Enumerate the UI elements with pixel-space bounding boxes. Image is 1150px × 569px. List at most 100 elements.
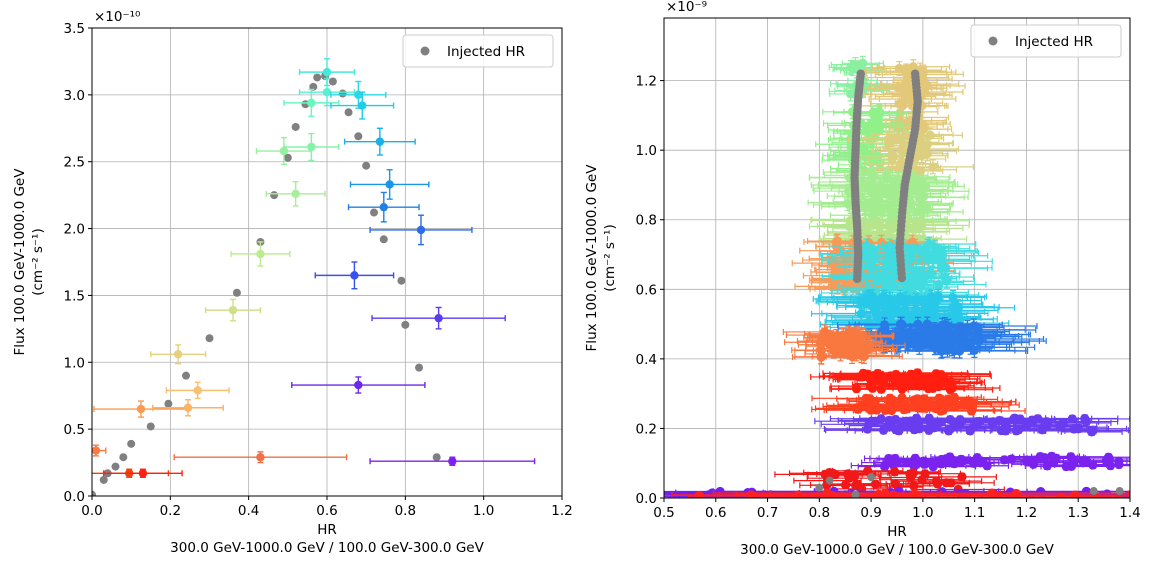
measured-point [152, 399, 224, 417]
injected-point [344, 108, 353, 117]
legend-label: Injected HR [447, 44, 525, 60]
data-point [917, 206, 927, 217]
measured-point [369, 214, 473, 246]
data-point [350, 271, 359, 280]
data-point [886, 187, 896, 197]
measured-point [867, 184, 915, 200]
y-tick-label: 1.5 [64, 288, 85, 304]
data-point [897, 101, 908, 111]
data-point [385, 180, 394, 189]
data-point [917, 144, 927, 154]
measured-point [886, 292, 983, 309]
injected-point [432, 453, 441, 462]
x-tick-label: 1.0 [473, 503, 494, 519]
data-point [941, 263, 951, 273]
measured-point [855, 304, 927, 320]
measured-point [298, 78, 356, 107]
measured-point [371, 306, 506, 330]
y-tick-label: 0.5 [64, 422, 85, 438]
y-tick-label: 2.0 [64, 222, 85, 238]
measured-point [291, 376, 426, 394]
data-point [448, 457, 457, 466]
data-point [434, 313, 443, 323]
injected-point [354, 132, 363, 141]
data-layer [92, 58, 536, 496]
injected-point [127, 439, 136, 448]
data-point [831, 237, 841, 247]
measured-point [850, 289, 918, 305]
x-tick-label: 0.4 [238, 503, 259, 519]
measured-point [343, 127, 416, 156]
measured-point [330, 91, 395, 120]
measured-point [103, 468, 183, 478]
data-point [136, 404, 146, 414]
injected-point [401, 320, 410, 329]
y-tick-label: 3.5 [64, 21, 85, 37]
chart-right: 0.5 0.6 0.7 0.8 0.9 1.0 1.1 1.2 1.3 1.40.00.20.40… [584, 0, 1141, 558]
x-tick-label: 0.2 [160, 503, 181, 519]
measured-point [265, 181, 326, 207]
data-point [827, 281, 837, 291]
injected-point [146, 422, 155, 431]
data-layer [664, 55, 1130, 498]
legend-marker [420, 46, 430, 56]
data-point [881, 170, 891, 180]
measured-point [314, 261, 395, 290]
data-point [897, 84, 908, 94]
measured-point [910, 239, 960, 255]
data-point [930, 242, 940, 252]
injected-point [313, 73, 322, 82]
injected-point [328, 77, 337, 86]
y-axis-unit-label: (cm⁻² s⁻¹) [30, 228, 46, 296]
data-point [886, 204, 896, 214]
data-point [375, 137, 385, 146]
y-tick-label: 2.5 [64, 155, 85, 171]
data-point [173, 350, 183, 359]
measured-point [298, 58, 356, 87]
data-point [868, 245, 878, 256]
data-point [354, 380, 363, 390]
injected-point [270, 191, 279, 200]
data-point [322, 87, 332, 97]
measured-point [865, 63, 947, 79]
measured-point [283, 132, 340, 162]
data-point [937, 248, 947, 258]
injected-point [370, 208, 378, 217]
data-point [291, 189, 300, 199]
measured-point [92, 444, 107, 457]
data-point [886, 279, 897, 289]
data-point [897, 146, 907, 156]
data-point [868, 183, 878, 193]
measured-point [347, 191, 420, 223]
measured-point [230, 241, 291, 267]
injected-point [415, 363, 424, 372]
data-point [193, 386, 202, 395]
y-axis-label: Flux 100.0 GeV-1000.0 GeV [12, 168, 28, 356]
x-axis-sublabel: 300.0 GeV-1000.0 GeV / 100.0 GeV-300.0 G… [170, 540, 484, 556]
injected-point [164, 399, 173, 408]
data-point [92, 446, 101, 455]
data-point [928, 162, 938, 172]
injected-point [338, 89, 347, 98]
data-point [918, 69, 928, 79]
y-tick-label: 0.0 [64, 489, 85, 505]
injected-point [205, 334, 214, 343]
measured-point [369, 456, 536, 466]
measured-point [901, 265, 961, 281]
data-point [358, 101, 367, 110]
legend: Injected HR [402, 34, 554, 68]
y-scale-label: ×10⁻¹⁰ [94, 9, 140, 25]
x-tick-label: 0.6 [316, 503, 337, 519]
injected-point [362, 161, 371, 170]
measured-point [884, 141, 960, 157]
measured-point [93, 400, 189, 418]
measured-point [173, 451, 348, 464]
data-point [279, 146, 289, 156]
data-point [256, 453, 265, 462]
data-point [940, 272, 950, 282]
legend-box [402, 34, 554, 68]
injected-point [182, 371, 190, 380]
injected-point [283, 153, 292, 162]
